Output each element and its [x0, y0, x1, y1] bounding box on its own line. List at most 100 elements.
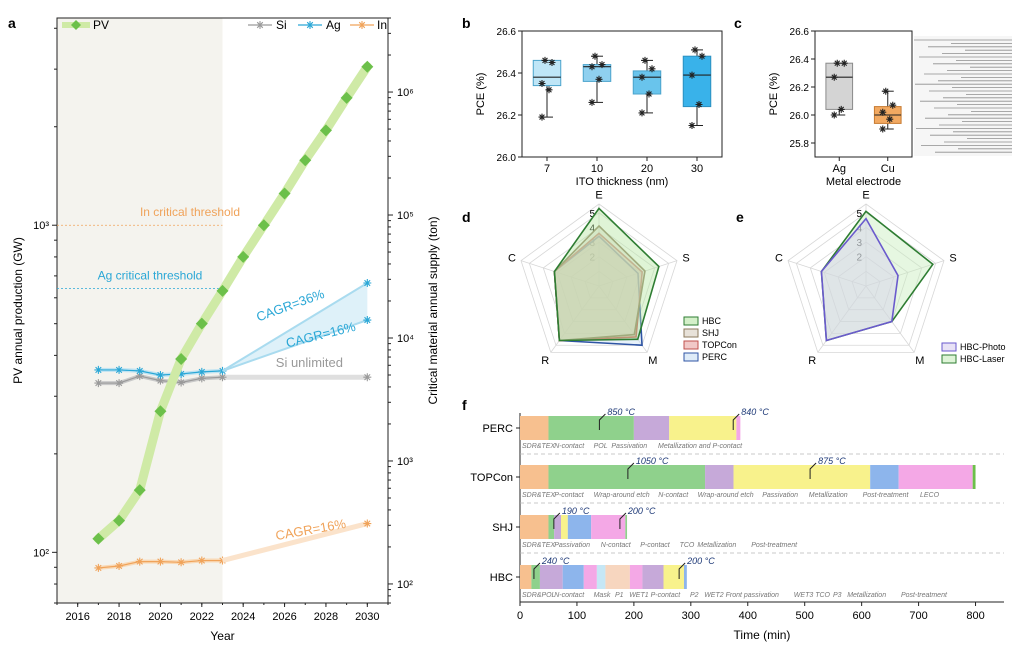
step-label: Post-treatment [863, 492, 910, 499]
step-label: Wrap-around etch [594, 492, 650, 499]
x-tick-label: 30 [691, 163, 703, 175]
legend-in-marker [358, 21, 366, 29]
data-point [645, 90, 653, 98]
temp-label: 840 °C [741, 407, 769, 417]
radar-axis-label: C [775, 253, 783, 265]
radar-axis-label: E [862, 189, 869, 201]
step-label: Post-treatment [751, 542, 798, 549]
data-point [882, 87, 890, 95]
pv-point [216, 284, 229, 297]
si-point [156, 376, 165, 385]
x-tick-label: 300 [682, 610, 700, 622]
in-projection [221, 521, 368, 563]
in-point [177, 558, 186, 567]
panel-label-e: e [736, 209, 744, 225]
data-point [886, 115, 894, 123]
radar-tick-label: 2 [856, 253, 862, 264]
pv-point [278, 187, 291, 200]
ag-projection-point [363, 279, 372, 288]
radar-series-hbc [553, 207, 660, 342]
radar-tick-label: 2 [589, 253, 595, 264]
panel-label-a: a [8, 15, 16, 31]
x-tick-label: 700 [909, 610, 927, 622]
legend-swatch [683, 340, 699, 350]
radar-grid [787, 203, 945, 353]
data-point [595, 75, 603, 83]
radar-axis-label: R [808, 355, 816, 367]
legend-swatch [683, 352, 699, 362]
data-point [541, 56, 549, 64]
pv-point [299, 154, 312, 167]
panel-label-f: f [462, 397, 467, 413]
data-point [837, 105, 845, 113]
step-label: LECO [920, 492, 940, 499]
radar-tick-label: 3 [589, 238, 595, 249]
historical-shading [57, 18, 223, 603]
time-segment [625, 515, 628, 539]
radar-tick-label: 4 [856, 223, 862, 234]
temp-bracket [619, 512, 627, 529]
panel-label-c: c [734, 15, 742, 31]
time-segment [554, 515, 561, 539]
data-point [879, 125, 887, 133]
step-label: N-contact [601, 542, 632, 549]
x-tick-label: 2020 [148, 611, 172, 623]
temp-label: 200 °C [627, 506, 656, 516]
step-label: Wrap-around etch [698, 492, 754, 499]
in-point [135, 557, 144, 566]
x-tick-label: 2028 [314, 611, 338, 623]
data-point [648, 65, 656, 73]
legend-swatch [683, 316, 699, 326]
y-tick-label: 26.6 [790, 27, 810, 38]
row-label: PERC [482, 423, 513, 435]
step-label: Mask [594, 592, 611, 599]
time-segment [629, 565, 643, 589]
temp-bracket [598, 413, 606, 430]
pv-point [319, 124, 332, 137]
radar-series-topcon [553, 232, 644, 342]
step-label: N-contact [554, 592, 585, 599]
radar-grid [570, 256, 628, 311]
texture-strip [914, 36, 1012, 156]
step-label: SDR&POL [522, 592, 556, 599]
y2-tick-label: 10³ [397, 456, 413, 468]
data-point [538, 80, 546, 87]
ag-threshold-label: Ag critical threshold [98, 269, 203, 283]
box [532, 59, 562, 87]
radar-grid [542, 226, 656, 334]
radar-grid [556, 241, 642, 322]
legend-pv-label: PV [93, 18, 109, 32]
temp-bracket [553, 512, 561, 529]
box [825, 62, 854, 110]
time-segment [560, 515, 568, 539]
radar-grid [795, 212, 937, 346]
panel-a: 2016 2018 2020 2022 2024 2026 2028 2030 Year 10² 1… [11, 17, 440, 643]
x-axis-label: Year [210, 629, 234, 643]
y-axis-label: PCE (%) [475, 73, 487, 116]
step-label: Front passivation [726, 592, 779, 599]
step-label: P-contact [554, 492, 585, 499]
time-segment [596, 565, 606, 589]
in-threshold-label: In critical threshold [140, 205, 240, 219]
data-point [688, 122, 696, 129]
legend-label: HBC-Photo [960, 342, 1006, 352]
ag-point [94, 365, 103, 374]
temp-bracket [809, 462, 817, 479]
data-point [889, 101, 897, 109]
legend-label: SHJ [702, 328, 719, 338]
time-segment [633, 416, 670, 440]
legend-si-label: Si [276, 18, 287, 32]
si-point [218, 373, 227, 382]
pv-point [154, 405, 167, 418]
si-point [177, 378, 186, 387]
step-label: Passivation [554, 542, 590, 549]
y-axis-label: PCE (%) [768, 73, 780, 116]
x-tick-label: 2030 [355, 611, 379, 623]
data-point [833, 59, 841, 67]
radar-axis-label: S [949, 253, 956, 265]
temp-bracket [533, 562, 541, 579]
legend-label: HBC-Laser [960, 354, 1005, 364]
ag-projection-high [221, 282, 368, 372]
data-point [830, 73, 838, 81]
